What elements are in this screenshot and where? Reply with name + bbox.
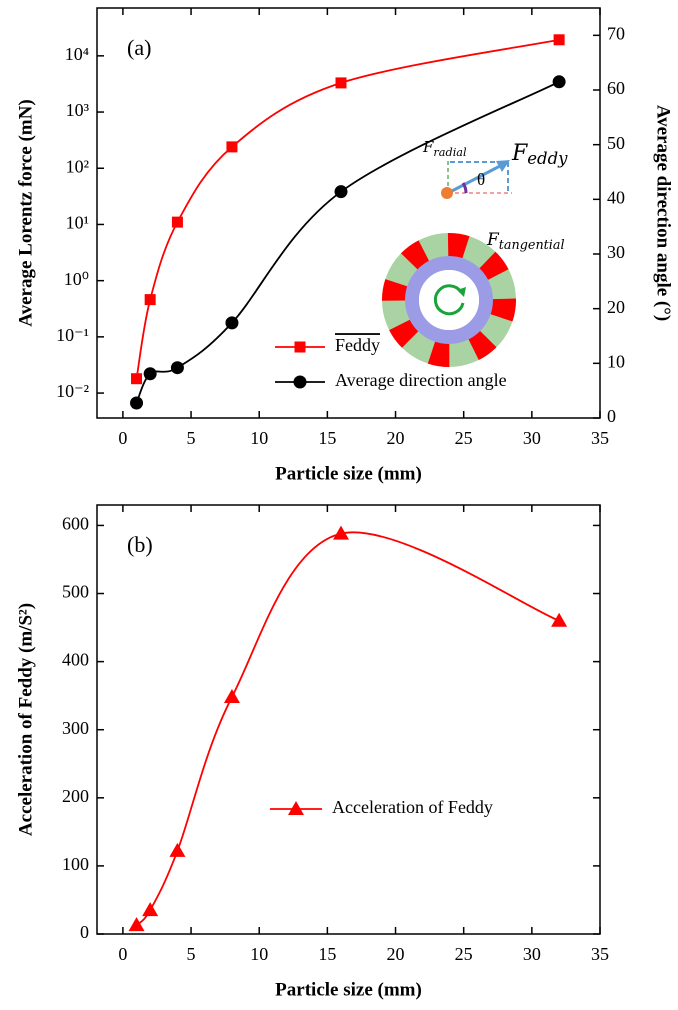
panel-label: (b) <box>127 532 153 557</box>
x-axis-title: Particle size (mm) <box>275 979 422 1000</box>
marker-circle <box>130 396 144 410</box>
legend-marker <box>288 801 304 815</box>
legend-marker <box>294 341 306 353</box>
y2-tick-label: 20 <box>607 297 625 317</box>
legend-label: Average direction angle <box>335 370 507 390</box>
annotation-text: F <box>422 138 434 156</box>
annotation-text: F <box>511 141 528 166</box>
marker-triangle <box>333 525 350 540</box>
marker-triangle <box>551 612 568 627</box>
y-tick-label: 100 <box>62 854 89 874</box>
y-axis-title: Acceleration of Feddy (m/S²) <box>15 603 36 836</box>
series-line <box>135 531 560 926</box>
x-tick-label: 30 <box>523 944 541 964</box>
y-tick-label: 10⁰ <box>64 269 89 289</box>
annotation-subscript: tangential <box>499 238 565 253</box>
panel-label: (a) <box>127 35 151 60</box>
marker-circle <box>334 185 348 199</box>
legend-label: Feddy <box>335 335 380 355</box>
x-tick-label: 30 <box>523 428 541 448</box>
y2-tick-label: 10 <box>607 351 625 371</box>
x-tick-label: 10 <box>250 428 268 448</box>
x-tick-label: 35 <box>591 944 609 964</box>
marker-triangle <box>128 917 145 932</box>
eddy-arrowhead <box>496 160 510 172</box>
annotation: θ <box>477 170 485 189</box>
eddy-vector <box>447 164 501 195</box>
y-tick-label: 600 <box>62 514 89 534</box>
x-tick-label: 5 <box>187 428 196 448</box>
marker-triangle <box>169 842 186 857</box>
y-tick-label: 500 <box>62 582 89 602</box>
annotation-text: F <box>486 230 500 250</box>
marker-circle <box>552 75 566 89</box>
annotation: Ftangential <box>486 230 565 253</box>
x-tick-label: 20 <box>387 944 405 964</box>
x-tick-label: 15 <box>318 428 336 448</box>
x-tick-label: 20 <box>387 428 405 448</box>
angle-arc <box>461 182 468 194</box>
y-tick-label: 10³ <box>66 100 90 120</box>
marker-square <box>335 77 347 89</box>
x-tick-label: 10 <box>250 944 268 964</box>
plot-frame <box>96 504 601 935</box>
marker-triangle <box>223 689 240 704</box>
marker-square <box>171 216 183 228</box>
y-axis-title: Average Lorentz force (mN) <box>15 99 36 326</box>
x-tick-label: 35 <box>591 428 609 448</box>
x-axis-title: Particle size (mm) <box>275 463 422 484</box>
y-tick-label: 400 <box>62 650 89 670</box>
annotation: Feddy <box>511 141 568 168</box>
rotation-arrowhead <box>457 287 466 297</box>
rotor-inner <box>405 256 493 344</box>
legend-marker <box>293 375 307 389</box>
marker-square <box>226 141 238 153</box>
origin-dot <box>441 187 453 199</box>
marker-square <box>131 373 143 385</box>
marker-circle <box>225 316 239 330</box>
annotation-text: θ <box>477 170 485 189</box>
marker-square <box>144 294 156 306</box>
y2-axis-title: Average direction angle (°) <box>653 105 674 321</box>
y2-tick-label: 70 <box>607 23 625 43</box>
annotation: Fradial <box>422 138 467 159</box>
y2-tick-label: 30 <box>607 242 625 262</box>
y2-tick-label: 60 <box>607 78 625 98</box>
y2-tick-label: 50 <box>607 133 625 153</box>
x-tick-label: 25 <box>455 428 473 448</box>
rotation-arrow <box>433 284 465 316</box>
x-tick-label: 15 <box>318 944 336 964</box>
annotation-subscript: radial <box>433 146 467 159</box>
plot-frame <box>96 7 601 419</box>
y-tick-label: 0 <box>80 922 89 942</box>
y-tick-label: 10⁻¹ <box>56 325 89 345</box>
y2-tick-label: 40 <box>607 187 625 207</box>
y2-tick-label: 0 <box>607 406 616 426</box>
x-tick-label: 0 <box>118 428 127 448</box>
x-tick-label: 5 <box>187 944 196 964</box>
y-tick-label: 10⁴ <box>65 44 89 64</box>
inset-diagram <box>382 160 516 367</box>
rotor-center <box>419 270 479 330</box>
y-tick-label: 300 <box>62 718 89 738</box>
marker-circle <box>143 367 157 381</box>
rotor-magnets <box>382 233 516 367</box>
x-tick-label: 0 <box>118 944 127 964</box>
marker-circle <box>170 361 184 375</box>
x-tick-label: 25 <box>455 944 473 964</box>
marker-triangle <box>142 902 159 917</box>
marker-square <box>553 34 565 46</box>
y-tick-label: 10¹ <box>66 213 89 233</box>
annotation-subscript: eddy <box>527 149 568 168</box>
legend-label: Acceleration of Feddy <box>332 797 493 817</box>
y-tick-label: 200 <box>62 786 89 806</box>
y-tick-label: 10² <box>66 156 89 176</box>
y-tick-label: 10⁻² <box>56 381 89 401</box>
